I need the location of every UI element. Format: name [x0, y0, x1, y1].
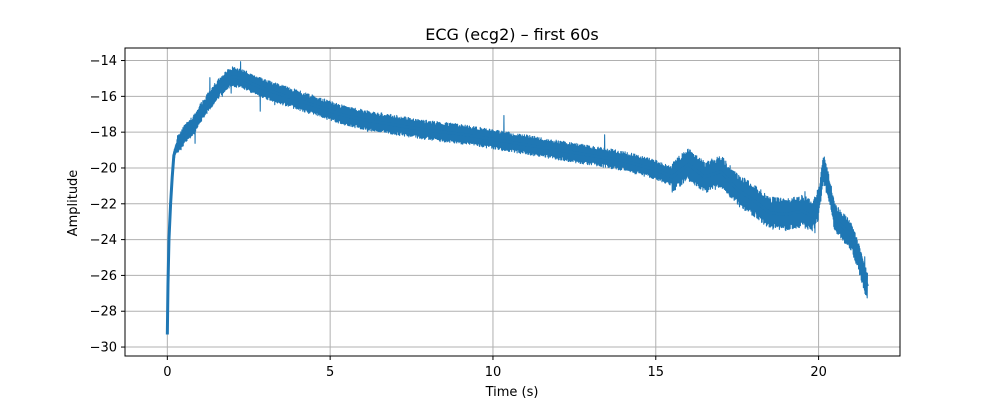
x-tick-label: 15 — [648, 365, 665, 380]
y-tick-label: −22 — [90, 197, 117, 212]
y-tick-label: −18 — [90, 126, 117, 141]
x-tick-label: 0 — [163, 365, 171, 380]
x-tick-label: 20 — [810, 365, 827, 380]
y-tick-label: −30 — [90, 341, 117, 356]
x-axis: 0 5 10 15 20 — [163, 356, 827, 380]
y-tick-label: −14 — [90, 54, 117, 69]
y-tick-label: −28 — [90, 305, 117, 320]
ecg-signal-noise — [166, 61, 868, 331]
y-axis: −30 −28 −26 −24 −22 −20 −18 −16 −14 — [90, 54, 125, 356]
plot-frame — [124, 47, 901, 357]
y-tick-label: −26 — [90, 269, 117, 284]
y-tick-label: −16 — [90, 90, 117, 105]
x-tick-label: 10 — [485, 365, 502, 380]
y-axis-title: Amplitude — [66, 170, 81, 237]
series-layer — [165, 61, 869, 335]
chart-title: ECG (ecg2) – first 60s — [425, 25, 598, 44]
y-tick-label: −24 — [90, 233, 117, 248]
y-tick-label: −20 — [90, 161, 117, 176]
x-axis-title: Time (s) — [485, 385, 539, 400]
x-tick-label: 5 — [326, 365, 334, 380]
ecg-signal-line — [165, 75, 869, 335]
